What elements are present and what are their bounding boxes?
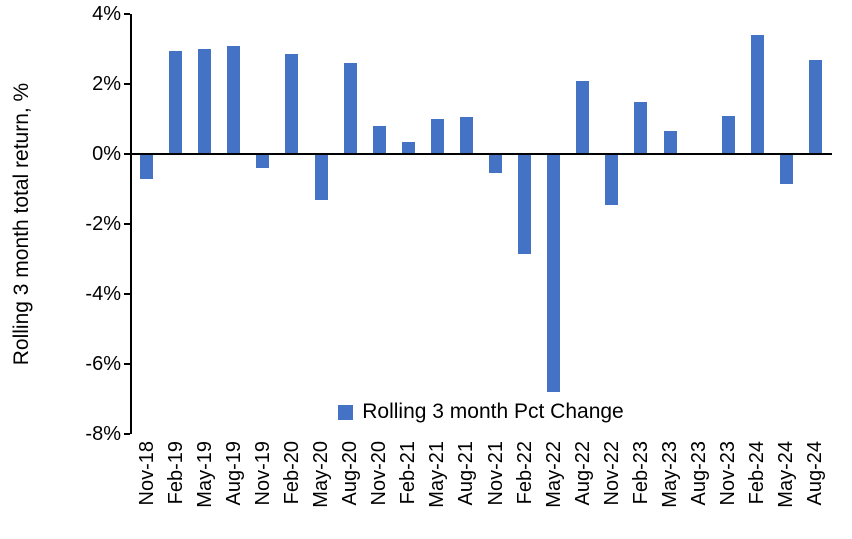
bar (140, 154, 154, 179)
bar (372, 126, 386, 154)
y-tick-mark (124, 83, 130, 85)
bar (401, 141, 415, 154)
x-axis-label: Aug-23 (688, 441, 711, 506)
x-axis-label: Feb-20 (280, 441, 303, 505)
y-tick-label: -2% (85, 213, 121, 235)
bar (547, 154, 561, 392)
x-axis-label: Nov-20 (368, 441, 391, 506)
y-tick-label: -8% (85, 423, 121, 445)
legend-swatch-icon (338, 404, 354, 420)
bar (576, 80, 590, 154)
bar (343, 63, 357, 154)
x-axis-label: May-23 (659, 441, 682, 508)
x-axis-label: Aug-21 (455, 441, 478, 506)
x-axis-label: Feb-21 (397, 441, 420, 505)
y-tick-mark (124, 363, 130, 365)
y-tick-label: -6% (85, 353, 121, 375)
x-axis-label: Nov-19 (251, 441, 274, 506)
bar (198, 49, 212, 154)
bar (489, 154, 503, 174)
y-tick-mark (124, 13, 130, 15)
bar (721, 115, 735, 154)
x-axis-label: May-20 (310, 441, 333, 508)
zero-axis-line (130, 153, 832, 155)
y-tick-label: -4% (85, 283, 121, 305)
x-axis-label: May-19 (193, 441, 216, 508)
bar (314, 154, 328, 200)
x-axis-label: Feb-23 (629, 441, 652, 505)
bar (430, 119, 444, 154)
bar (605, 154, 619, 205)
y-tick-mark (124, 223, 130, 225)
bar (169, 50, 183, 154)
x-axis-label: Feb-24 (746, 441, 769, 505)
bar (285, 54, 299, 154)
y-tick-mark (124, 293, 130, 295)
x-axis-label: Nov-23 (717, 441, 740, 506)
x-axis-label: Feb-19 (164, 441, 187, 505)
x-axis-label: May-22 (542, 441, 565, 508)
bar (779, 154, 793, 184)
x-axis-label: Aug-20 (339, 441, 362, 506)
x-axis-label: May-24 (775, 441, 798, 508)
bar (750, 35, 764, 154)
bar (518, 154, 532, 254)
x-axis-label: Nov-18 (135, 441, 158, 506)
y-tick-label: 2% (92, 73, 121, 95)
bar (227, 45, 241, 154)
bar (663, 131, 677, 154)
x-axis-label: May-21 (426, 441, 449, 508)
x-axis-label: Aug-24 (804, 441, 827, 506)
bar (459, 117, 473, 154)
x-axis-label: Nov-21 (484, 441, 507, 506)
y-tick-label: 0% (92, 143, 121, 165)
y-tick-label: 4% (92, 3, 121, 25)
y-tick-mark (124, 433, 130, 435)
bar (256, 154, 270, 168)
x-axis-label: Nov-22 (600, 441, 623, 506)
x-axis-label: Aug-19 (222, 441, 245, 506)
x-axis-label: Feb-22 (513, 441, 536, 505)
legend: Rolling 3 month Pct Change (132, 400, 830, 424)
legend-label: Rolling 3 month Pct Change (362, 400, 624, 423)
bar (634, 101, 648, 154)
y-axis-line (130, 14, 132, 434)
x-axis-label: Aug-22 (571, 441, 594, 506)
bar (808, 59, 822, 154)
y-tick-mark (124, 153, 130, 155)
